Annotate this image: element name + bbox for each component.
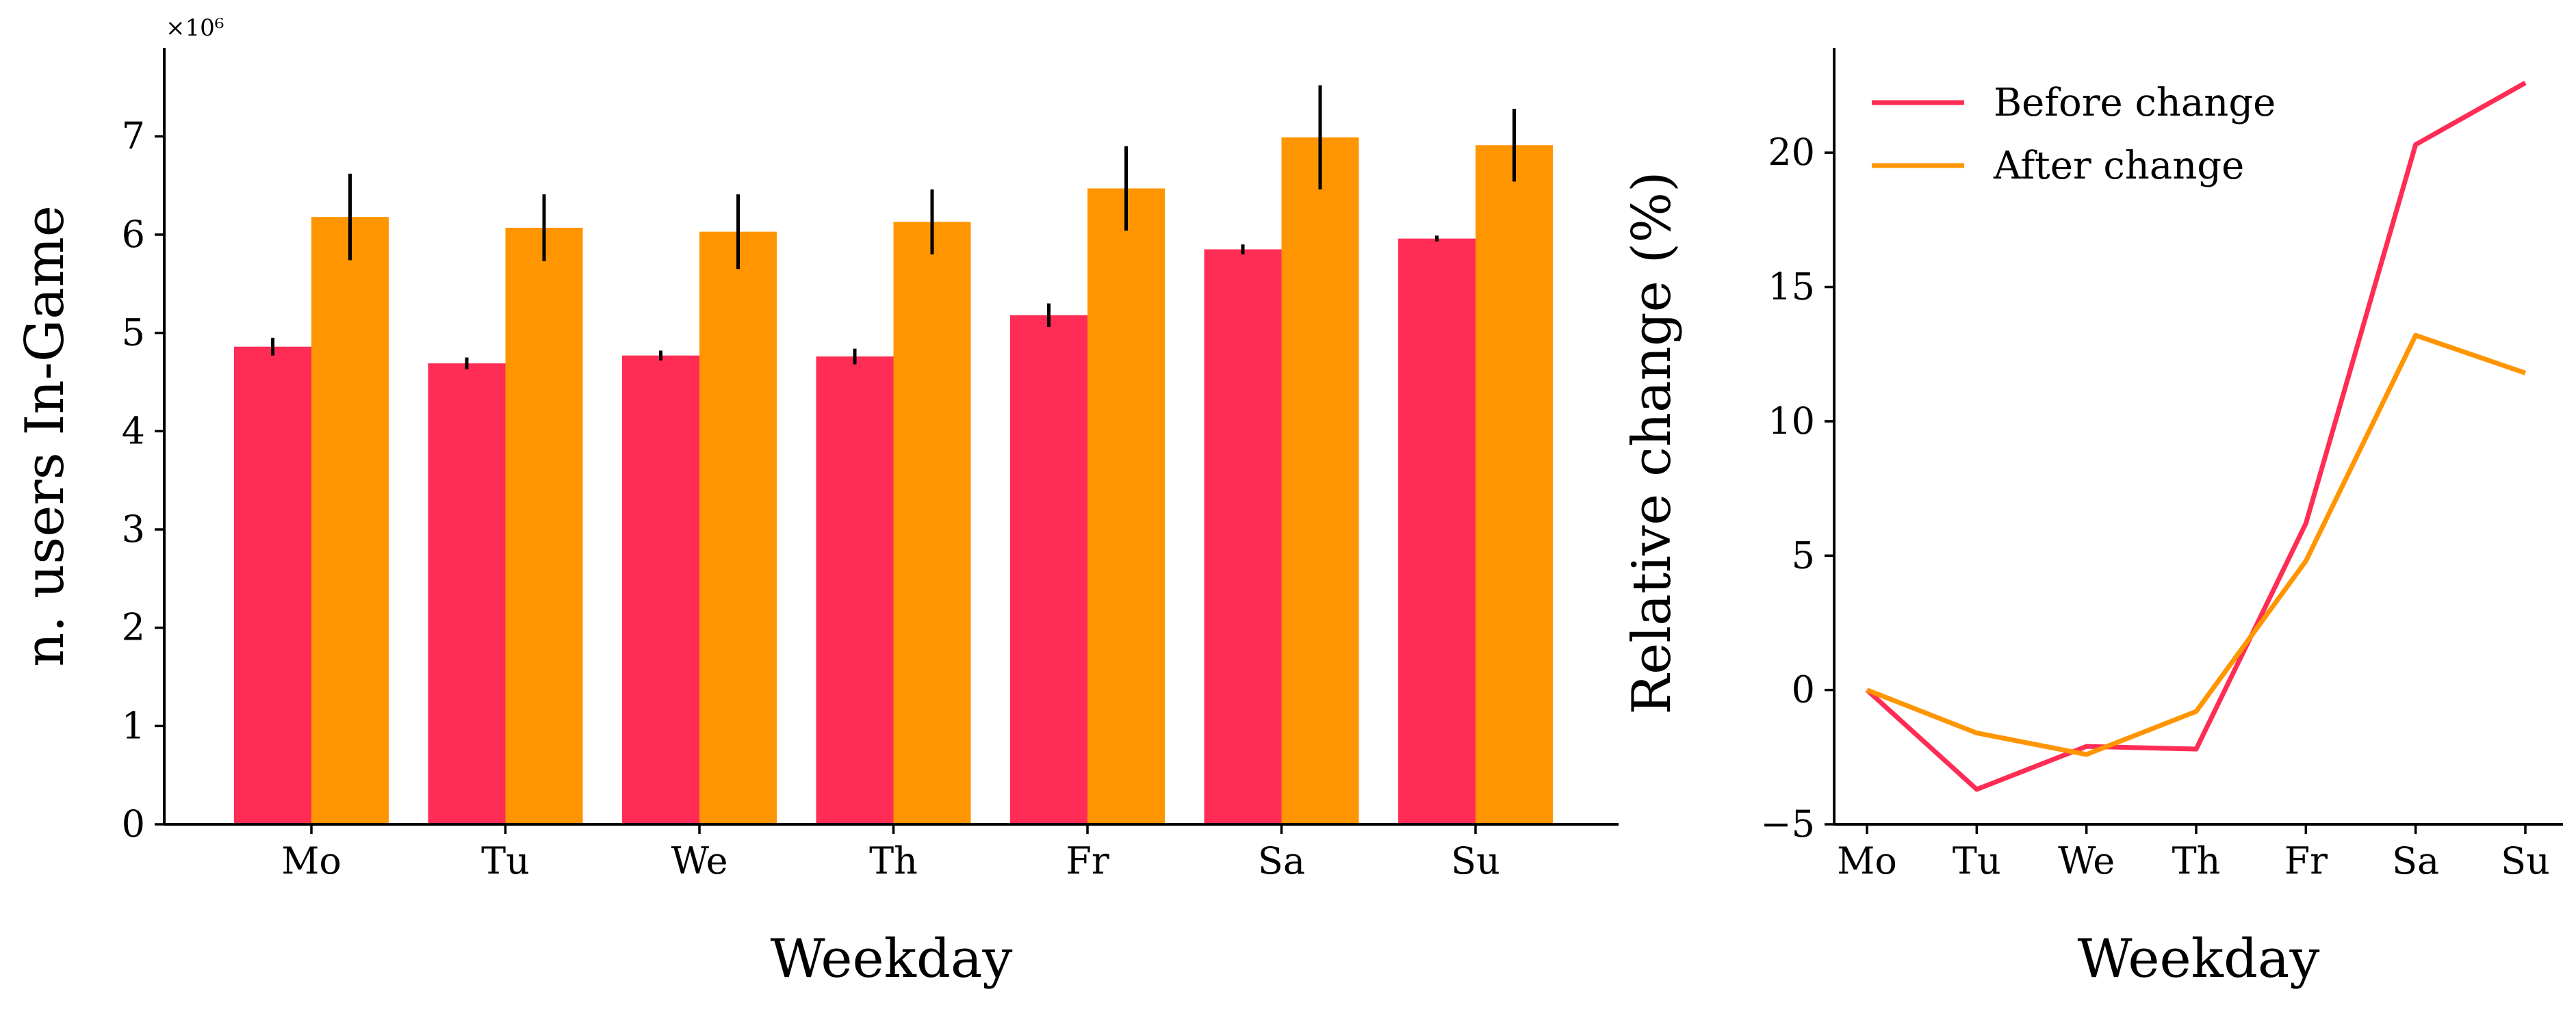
line-series-after-change	[1866, 332, 2527, 757]
bar-1-mo	[311, 217, 389, 825]
line-series-before-change	[1865, 81, 2527, 792]
bar-error-bars	[271, 85, 1516, 369]
bar-y-tick-label: 3	[122, 508, 145, 551]
bar-1-sa	[1281, 137, 1359, 825]
line-x-tick-label-th: Th	[2172, 839, 2221, 882]
line-y-tick-label: 5	[1792, 534, 1815, 577]
bar-y-tick-label: 2	[122, 606, 145, 649]
bar-y-tick-label: 0	[122, 802, 145, 846]
bar-marks	[234, 137, 1553, 825]
line-y-tick-label: 10	[1768, 399, 1815, 443]
bar-1-fr	[1087, 188, 1165, 825]
line-x-tick-label-mo: Mo	[1837, 839, 1897, 882]
bar-0-tu	[428, 363, 506, 824]
bar-x-tick-label-fr: Fr	[1066, 839, 1109, 882]
bar-x-tick-label-th: Th	[869, 839, 918, 882]
line-y-axis-title: Relative change (%)	[1621, 171, 1683, 714]
line-x-tick-label-we: We	[2058, 839, 2115, 882]
bar-chart-panel: 0 1 2 3 4 5 6 7 Mo Tu We Th Fr Sa Su ×10⁶ n. users In…	[14, 14, 1619, 990]
bar-x-tick-label-we: We	[671, 839, 727, 882]
bar-y-tick-label: 6	[122, 213, 145, 256]
line-y-ticks: −5 0 5 10 15 20	[1760, 131, 1834, 846]
line-x-ticks: Mo Tu We Th Fr Sa Su	[1837, 824, 2550, 882]
line-x-tick-label-tu: Tu	[1953, 839, 2001, 882]
bar-y-axis-title: n. users In-Game	[14, 205, 76, 667]
line-y-tick-label: 0	[1792, 668, 1815, 711]
line-y-tick-label: 20	[1768, 131, 1815, 174]
bar-y-offset-label: ×10⁶	[166, 14, 224, 42]
bar-y-ticks: 0 1 2 3 4 5 6 7	[122, 114, 164, 846]
bar-x-tick-label-sa: Sa	[1258, 839, 1305, 882]
bar-0-we	[622, 355, 699, 824]
bar-x-tick-label-mo: Mo	[281, 839, 342, 882]
line-x-tick-label-fr: Fr	[2284, 839, 2328, 882]
bar-x-tick-label-su: Su	[1451, 839, 1500, 882]
bar-x-axis-title: Weekday	[771, 928, 1013, 990]
bar-1-su	[1476, 145, 1553, 824]
line-legend: Before change After change	[1872, 81, 2276, 188]
bar-x-tick-label-tu: Tu	[481, 839, 530, 882]
bar-y-tick-label: 5	[122, 311, 145, 354]
line-x-tick-label-su: Su	[2501, 839, 2550, 882]
line-chart-panel: −5 0 5 10 15 20 Mo Tu We Th Fr Sa Su Before change …	[1621, 48, 2563, 990]
line-y-tick-label: −5	[1760, 802, 1815, 846]
legend-label-before-change: Before change	[1994, 81, 2276, 125]
bar-y-tick-label: 7	[122, 114, 145, 157]
line-x-axis-title: Weekday	[2078, 928, 2320, 990]
bar-0-mo	[234, 346, 311, 824]
bar-1-th	[893, 222, 971, 824]
legend-label-after-change: After change	[1993, 144, 2244, 188]
bar-0-fr	[1010, 315, 1087, 825]
bar-y-tick-label: 4	[122, 409, 145, 452]
bar-x-ticks: Mo Tu We Th Fr Sa Su	[281, 824, 1500, 882]
line-x-tick-label-sa: Sa	[2392, 839, 2439, 882]
bar-0-th	[816, 356, 894, 824]
bar-0-sa	[1204, 249, 1282, 824]
line-marks	[1865, 81, 2527, 792]
bar-0-su	[1398, 238, 1476, 824]
line-y-tick-label: 15	[1768, 265, 1815, 309]
bar-1-we	[699, 231, 777, 824]
bar-1-tu	[505, 227, 583, 824]
bar-y-tick-label: 1	[122, 704, 145, 747]
